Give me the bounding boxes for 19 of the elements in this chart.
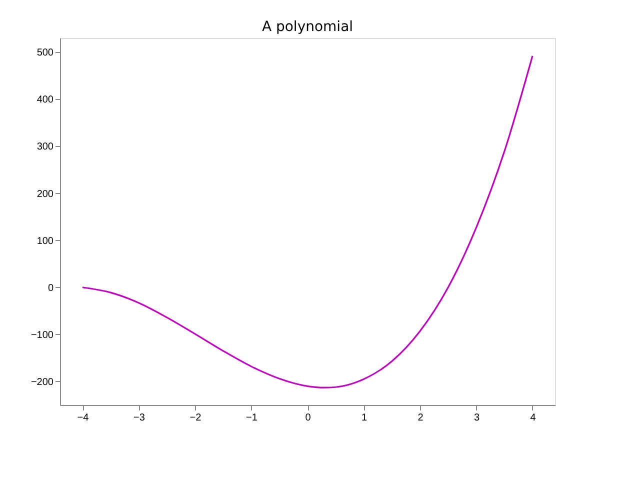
x-tick-label: 0 bbox=[305, 412, 312, 424]
x-tick-label: 3 bbox=[474, 412, 480, 424]
y-tick-label: −200 bbox=[30, 376, 54, 388]
y-tick-label: 300 bbox=[36, 142, 54, 153]
y-tick-label: 0 bbox=[48, 282, 54, 294]
y-tick-label: 200 bbox=[36, 188, 54, 200]
x-tick-label: −2 bbox=[190, 412, 202, 424]
x-tick-label: 4 bbox=[530, 412, 536, 424]
x-tick-label: 2 bbox=[418, 412, 424, 424]
y-tick-label: 100 bbox=[36, 236, 54, 247]
x-tick-label: −4 bbox=[77, 412, 90, 424]
x-tick-label: −1 bbox=[246, 412, 258, 424]
y-tick-label: 500 bbox=[36, 48, 54, 59]
y-tick-label: −100 bbox=[30, 330, 54, 341]
line-series bbox=[82, 55, 534, 388]
x-tick-label: 1 bbox=[361, 412, 368, 424]
x-tick-label: −3 bbox=[134, 412, 146, 424]
chart-title: A polynomial bbox=[262, 19, 354, 35]
y-tick-label: 400 bbox=[36, 94, 54, 106]
